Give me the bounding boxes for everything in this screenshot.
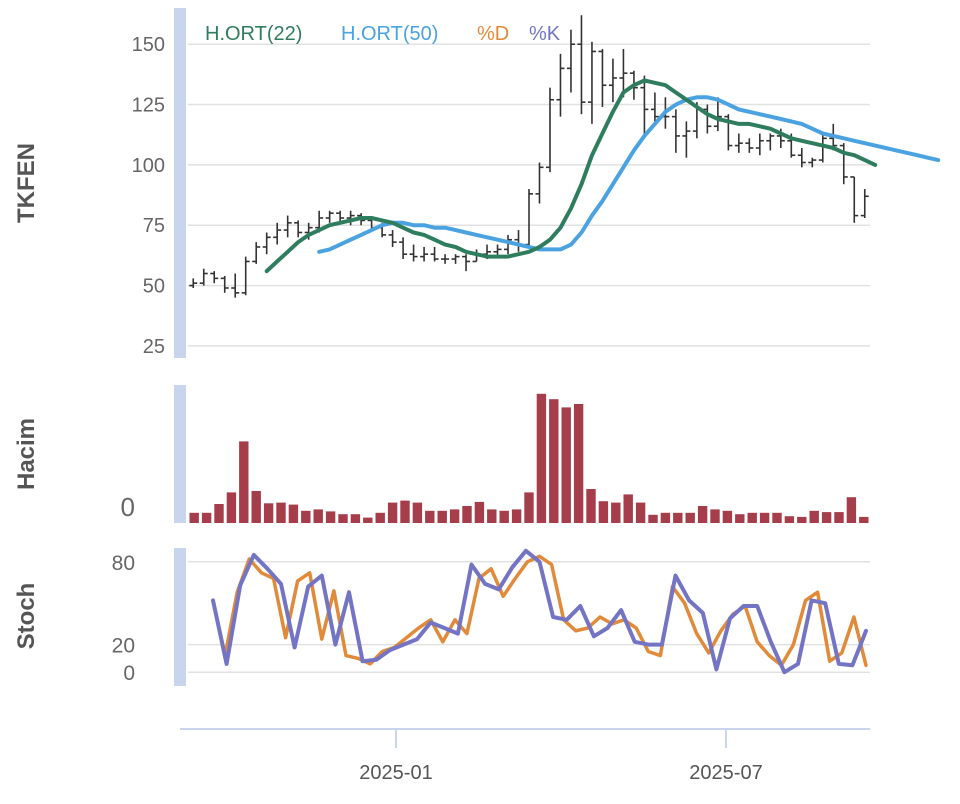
price-tick-label: 50 [143,276,165,298]
ma22-line [264,78,878,274]
volume-bar [288,504,299,523]
price-axis-label: TKFEN [13,143,40,223]
volume-bar [313,509,323,523]
volume-bar [350,514,361,523]
volume-bar [437,510,447,523]
legend-entry-1: H.ORT(50) [341,23,438,45]
ma50-line [317,95,941,254]
volume-bar [710,509,720,523]
volume-bar [301,510,311,523]
volume-bar [338,514,348,523]
volume-bar [859,516,869,523]
volume-bar [623,494,633,523]
stoch-tick-label: 0 [123,662,135,685]
volume-bar [474,501,485,523]
panel-accent-bar-1 [174,385,186,523]
volume-bar [598,501,609,523]
legend-entry-3: %K [529,23,561,45]
panel-accent-bar-2 [174,548,186,686]
volume-bar [511,509,522,523]
volume-bar [239,441,249,523]
volume-bar [660,512,671,523]
legend-entry-2: %D [477,23,509,45]
volume-bar [821,512,832,523]
volume-bar [846,497,857,523]
volume-bar [263,503,274,523]
volume-bar [722,510,733,523]
price-tick-label: 150 [132,34,165,56]
volume-bar [375,512,385,523]
volume-bar [759,512,770,523]
volume-bar [673,512,683,523]
volume-bar [363,517,373,523]
x-tick-label: 2025-01 [359,762,432,784]
volume-bar [325,511,336,523]
stoch-d-line [211,554,868,668]
legend-entry-0: H.ORT(22) [205,23,302,45]
volume-bar [226,492,237,523]
stoch-axis-label: Stoch [13,583,40,650]
stoch-tick-label: 80 [112,552,135,575]
volume-bar [387,502,398,523]
volume-axis-label: Hacim [13,418,40,490]
x-tick-label: 2025-07 [689,762,762,784]
price-tick-label: 75 [143,215,165,237]
volume-bar [586,489,596,523]
volume-bar [834,512,844,523]
volume-bar [499,510,509,523]
price-tick-label: 25 [143,336,165,358]
volume-bar [412,502,423,523]
volume-bar [449,509,460,523]
volume-bar [797,516,807,523]
volume-bar [276,502,286,523]
volume-bar [611,502,621,523]
volume-bar [214,504,224,523]
price-tick-label: 125 [132,95,165,117]
volume-bar [635,502,646,523]
volume-bar [549,399,559,523]
volume-bar [536,393,547,523]
volume-bar [747,512,757,523]
panel-accent-bar-0 [174,8,186,358]
volume-bar [487,509,497,523]
volume-bar [561,407,571,523]
volume-bar [573,404,584,523]
volume-bar [809,510,819,523]
volume-bar [648,514,658,523]
volume-bar [784,516,795,523]
volume-bar [201,512,212,523]
volume-bar [735,514,745,523]
volume-bar [524,492,534,523]
volume-tick-label: 0 [121,492,135,522]
volume-bar [251,491,261,523]
volume-bar [685,512,695,523]
volume-bar [425,510,435,523]
volume-bar [772,512,782,523]
price-tick-label: 100 [132,155,165,177]
volume-bar [697,506,708,523]
volume-bar [189,512,199,523]
stoch-tick-label: 20 [112,635,135,658]
volume-bar [462,506,472,523]
volume-bar [400,500,410,523]
stoch-k-line [211,548,868,675]
